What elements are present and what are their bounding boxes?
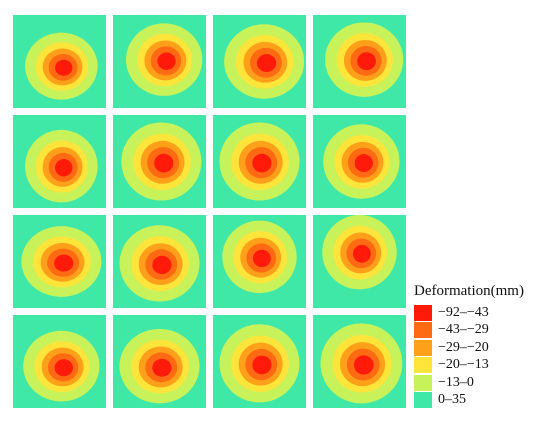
deformation-contour [353, 355, 374, 375]
legend-entry: 0–35 [414, 392, 548, 410]
deformation-map-tile [213, 215, 306, 308]
deformation-contour [252, 153, 272, 173]
deformation-map-tile [13, 215, 106, 308]
deformation-contour [354, 154, 373, 173]
deformation-contour [357, 52, 376, 71]
deformation-map-tile [13, 315, 106, 408]
deformation-map-tile [13, 15, 106, 108]
legend-swatch [414, 304, 432, 321]
deformation-map-tile [13, 115, 106, 208]
legend-title: Deformation(mm) [414, 283, 524, 299]
legend-entry: −43–−29 [414, 322, 548, 340]
legend-entry: −20–−13 [414, 357, 548, 375]
deformation-contour [55, 59, 73, 76]
legend-swatch [414, 392, 432, 409]
deformation-map-tile [313, 315, 406, 408]
legend-swatch [414, 339, 432, 356]
deformation-map-tile [113, 15, 206, 108]
deformation-contour [256, 54, 277, 73]
deformation-map-tile [113, 215, 206, 308]
deformation-map-tile [313, 15, 406, 108]
legend-entry: −29–−20 [414, 339, 548, 357]
deformation-contour [252, 355, 272, 375]
deformation-contour [152, 255, 172, 275]
deformation-contour [154, 153, 174, 173]
legend-label: −43–−29 [438, 322, 489, 338]
deformation-contour [54, 359, 73, 377]
deformation-contour [157, 52, 176, 70]
deformation-map-tile [313, 215, 406, 308]
deformation-contour [252, 249, 271, 268]
legend-label: −13–0 [438, 374, 474, 390]
deformation-map-tile [213, 15, 306, 108]
deformation-map-tile [313, 115, 406, 208]
legend-label: −29–−20 [438, 339, 489, 355]
legend-label: −92–−43 [438, 304, 489, 320]
deformation-map-tile [113, 315, 206, 408]
legend-label: 0–35 [438, 392, 466, 408]
deformation-map-tile [113, 115, 206, 208]
deformation-contour [55, 159, 73, 177]
deformation-contour [352, 244, 371, 263]
legend-entry: −13–0 [414, 374, 548, 392]
legend-swatch [414, 357, 432, 374]
deformation-contour [152, 358, 172, 377]
legend-swatch [414, 322, 432, 339]
legend-entry: −92–−43 [414, 304, 548, 322]
deformation-map-tile [213, 315, 306, 408]
legend-swatch [414, 374, 432, 391]
legend-label: −20–−13 [438, 357, 489, 373]
deformation-contour [54, 254, 74, 272]
deformation-map-tile [213, 115, 306, 208]
deformation-legend: Deformation(mm) −92–−43 −43–−29 −29–−20 −20… [414, 283, 548, 409]
